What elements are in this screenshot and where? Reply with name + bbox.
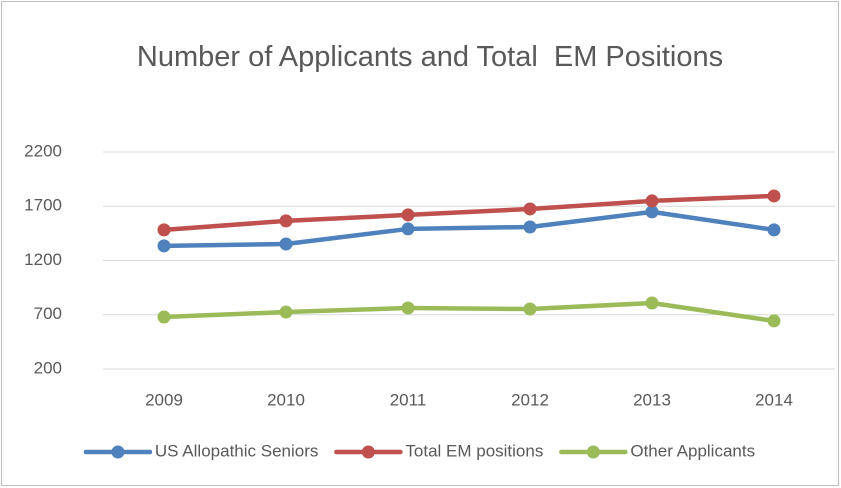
data-point bbox=[767, 189, 781, 203]
chart-title: Number of Applicants and Total EM Positi… bbox=[136, 41, 724, 73]
x-tick-label: 2010 bbox=[267, 390, 305, 409]
x-tick-label: 2014 bbox=[755, 390, 793, 409]
series-line bbox=[161, 209, 777, 249]
data-point bbox=[401, 208, 415, 222]
x-tick-label: 2009 bbox=[145, 390, 183, 409]
legend-label: US Allopathic Seniors bbox=[155, 441, 318, 460]
data-point bbox=[279, 305, 293, 319]
y-tick-label: 2200 bbox=[24, 141, 62, 160]
data-point bbox=[157, 239, 171, 253]
data-point bbox=[157, 310, 171, 324]
data-point bbox=[645, 194, 659, 208]
legend-item: Total EM positions bbox=[334, 441, 543, 460]
data-point bbox=[523, 302, 537, 316]
data-point bbox=[279, 237, 293, 251]
x-tick-label: 2013 bbox=[633, 390, 671, 409]
legend-label: Other Applicants bbox=[630, 441, 755, 460]
y-tick-label: 700 bbox=[34, 304, 62, 323]
x-tick-label: 2012 bbox=[511, 390, 549, 409]
data-point bbox=[767, 314, 781, 328]
data-point bbox=[401, 222, 415, 236]
legend-marker bbox=[361, 445, 375, 459]
legend-label: Total EM positions bbox=[405, 441, 543, 460]
data-point bbox=[401, 301, 415, 315]
data-point bbox=[157, 223, 171, 237]
series-line bbox=[161, 300, 777, 324]
y-tick-label: 1200 bbox=[24, 250, 62, 269]
data-point bbox=[523, 202, 537, 216]
series-line bbox=[161, 193, 777, 233]
data-point bbox=[523, 220, 537, 234]
data-point bbox=[645, 296, 659, 310]
data-point bbox=[279, 214, 293, 228]
legend-item: US Allopathic Seniors bbox=[83, 441, 318, 460]
x-tick-label: 2011 bbox=[390, 390, 427, 409]
y-tick-label: 200 bbox=[34, 358, 62, 377]
legend-marker bbox=[111, 445, 125, 459]
legend-marker bbox=[586, 445, 600, 459]
data-point bbox=[767, 223, 781, 237]
data-point bbox=[645, 205, 659, 219]
y-tick-label: 1700 bbox=[24, 196, 62, 215]
legend-item: Other Applicants bbox=[559, 441, 755, 460]
